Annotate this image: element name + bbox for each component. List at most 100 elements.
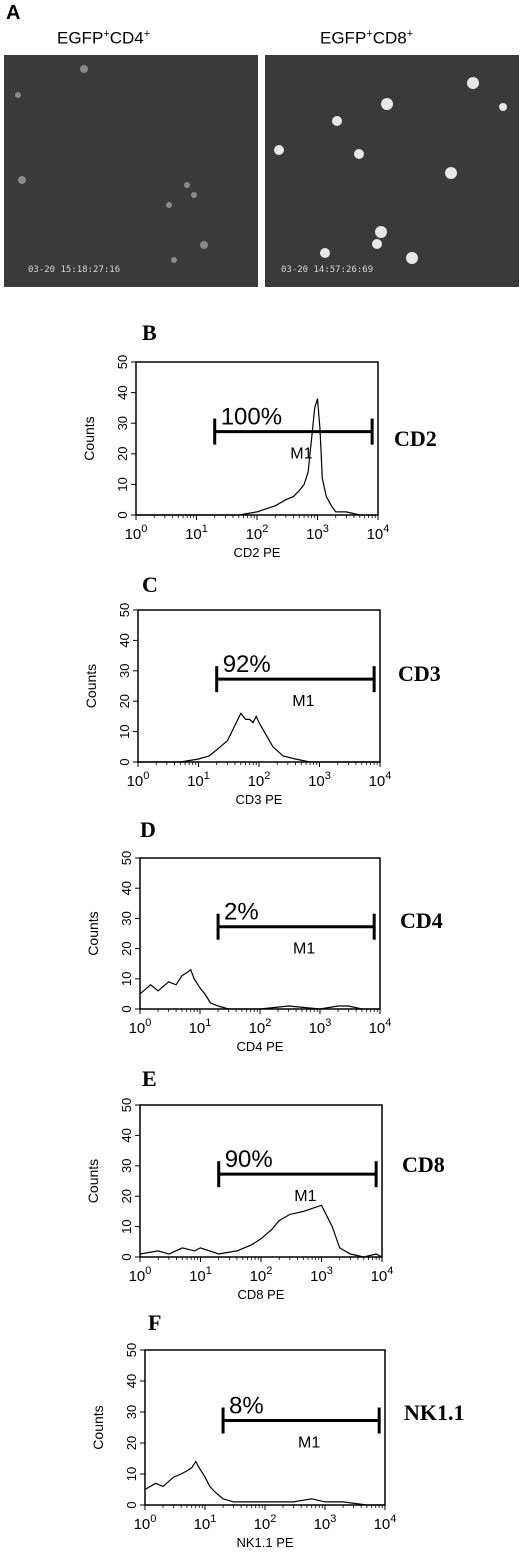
cell-spot (18, 176, 26, 184)
cell-spot (354, 149, 364, 159)
y-tick-label: 30 (124, 1405, 139, 1419)
gate-percent-label: 92% (223, 651, 271, 678)
panel-c-letter: C (142, 572, 158, 597)
panel-e-letter: E (142, 1066, 157, 1091)
title-text: CD4 (109, 28, 144, 48)
micrograph-egfp-cd4: 03-20 15:18:27:16 (4, 55, 258, 287)
cell-spots (15, 65, 208, 263)
y-tick-label: 30 (119, 911, 134, 925)
x-tick-label: 100 (134, 1513, 157, 1533)
y-tick-label: 40 (115, 385, 130, 399)
y-tick-label: 40 (119, 881, 134, 895)
cell-spot (332, 116, 342, 126)
plot-frame (137, 609, 381, 763)
y-tick-label: 40 (117, 633, 132, 647)
x-tick-label: 103 (310, 1265, 333, 1285)
x-tick-label: 102 (249, 1017, 272, 1037)
x-tick-label: 100 (129, 1017, 152, 1037)
x-tick-label: 104 (369, 1017, 392, 1037)
title-text: EGFP (57, 28, 104, 48)
y-tick-label: 50 (115, 355, 130, 369)
x-tick-label: 100 (129, 1265, 152, 1285)
micrograph-timestamp: 03-20 14:57:26:69 (281, 265, 373, 275)
cell-spot (274, 145, 284, 155)
x-tick-label: 104 (367, 523, 390, 543)
x-axis-label: CD3 PE (236, 792, 283, 807)
cell-spot (372, 239, 382, 249)
y-tick-label: 30 (115, 416, 130, 430)
cell-spot (171, 257, 177, 263)
panel-f-letter: F (148, 1310, 162, 1335)
panel-b-letter: B (142, 320, 157, 345)
plot-frame (135, 361, 379, 516)
x-tick-label: 101 (194, 1513, 217, 1533)
title-sup: + (406, 28, 414, 40)
y-tick-label: 50 (119, 1098, 134, 1112)
y-tick-label: 10 (119, 1219, 134, 1233)
micrograph-title-cd4: EGFP+CD4+ (57, 28, 150, 49)
x-tick-label: 102 (250, 1265, 273, 1285)
x-axis-label: NK1.1 PE (236, 1535, 293, 1550)
y-axis-label: Counts (85, 1159, 101, 1203)
x-axis-label: CD2 PE (234, 545, 281, 560)
y-axis-label: Counts (85, 911, 101, 955)
gate-percent-label: 8% (229, 1393, 264, 1420)
histogram-trace (144, 1460, 385, 1506)
plot-frame (139, 1104, 383, 1258)
gate-name-label: M1 (294, 1188, 316, 1205)
cell-spot (320, 248, 330, 258)
cell-spot (499, 103, 507, 111)
x-tick-label: 100 (125, 523, 148, 543)
micrograph-background (265, 55, 519, 287)
title-sup: + (366, 28, 373, 40)
cell-spot (375, 226, 387, 238)
plot-frame (144, 1349, 386, 1506)
y-tick-label: 20 (117, 694, 132, 708)
y-axis-label: Counts (83, 664, 99, 708)
x-tick-label: 103 (309, 1017, 332, 1037)
histogram-cd3: 0 10 20 30 40 50 Counts 100 101 102 103 104 CD3 PE 92… (83, 603, 392, 807)
x-tick-label: 102 (254, 1513, 277, 1533)
y-tick-label: 10 (115, 477, 130, 491)
gate-name-label: M1 (298, 1435, 320, 1452)
y-tick-label: 50 (117, 603, 132, 617)
x-tick-label: 101 (189, 1017, 212, 1037)
x-tick-label: 101 (187, 770, 210, 790)
cell-spot (406, 252, 418, 264)
histogram-cd4: 0 10 20 30 40 50 Counts 100 101 102 103 104 CD4 PE 2%… (85, 851, 392, 1054)
y-tick-label: 50 (124, 1343, 139, 1357)
marker-label-cd2: CD2 (394, 426, 437, 451)
histogram-trace (139, 1204, 383, 1258)
y-tick-label: 20 (115, 447, 130, 461)
micrograph-title-cd8: EGFP+CD8+ (320, 28, 413, 49)
y-tick-label: 40 (124, 1374, 139, 1388)
y-tick-label: 10 (117, 724, 132, 738)
cell-spot (184, 182, 190, 188)
micrograph-egfp-cd8: 03-20 14:57:26:69 (265, 55, 519, 287)
panel-a-letter: A (6, 2, 21, 24)
cell-spot (80, 65, 88, 73)
x-tick-label: 103 (314, 1513, 337, 1533)
x-tick-label: 101 (189, 1265, 212, 1285)
micrograph-background (4, 55, 258, 287)
gate-name-label: M1 (292, 693, 314, 710)
y-tick-label: 30 (119, 1159, 134, 1173)
gate-percent-label: 2% (224, 899, 259, 926)
y-tick-label: 0 (124, 1501, 139, 1508)
marker-label-cd4: CD4 (400, 908, 443, 933)
x-tick-label: 104 (371, 1265, 394, 1285)
cell-spot (381, 98, 393, 110)
y-tick-label: 0 (115, 511, 130, 518)
y-axis-label: Counts (90, 1405, 106, 1449)
histogram-cd8: 0 10 20 30 40 50 Counts 100 101 102 103 104 CD8 PE 90… (85, 1098, 394, 1302)
y-tick-label: 10 (124, 1467, 139, 1481)
gate-percent-label: 100% (221, 404, 282, 431)
marker-label-cd3: CD3 (398, 661, 441, 686)
y-tick-label: 0 (119, 1005, 134, 1012)
micrograph-timestamp: 03-20 15:18:27:16 (28, 265, 120, 275)
marker-label-cd8: CD8 (402, 1152, 445, 1177)
x-tick-label: 104 (369, 770, 392, 790)
x-tick-label: 103 (308, 770, 331, 790)
x-axis-label: CD4 PE (237, 1039, 284, 1054)
x-tick-label: 102 (248, 770, 271, 790)
